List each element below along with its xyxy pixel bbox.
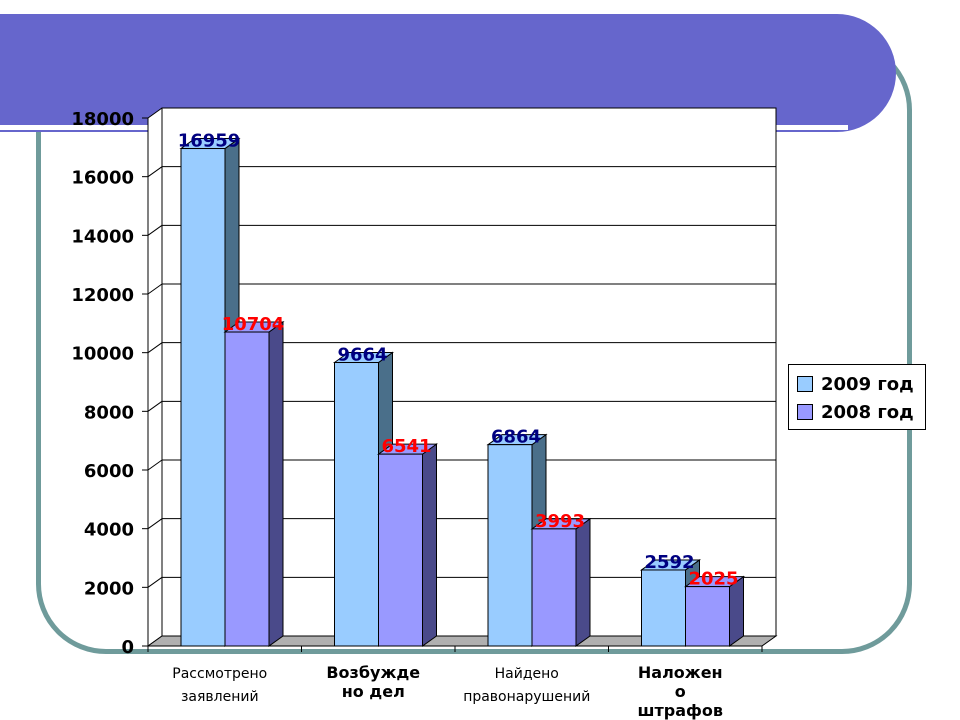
legend-label-2009: 2009 год [821, 373, 914, 395]
legend-entry-2009: 2009 год [797, 370, 925, 398]
y-tick-label: 16000 [71, 168, 134, 189]
bar-1-0 [224, 331, 270, 647]
bar-1-3 [685, 586, 730, 647]
legend-swatch-2009 [797, 376, 813, 392]
legend-swatch-2008 [797, 404, 813, 420]
bar-0-0 [180, 148, 226, 647]
x-category-label-0-0: Рассмотрено [172, 666, 267, 682]
data-label-0-3: 2592 [644, 552, 694, 573]
data-label-0-2: 6864 [491, 427, 541, 448]
y-tick-label: 18000 [71, 109, 134, 130]
gridline-diagonal [147, 107, 163, 119]
chart-legend: 2009 год 2008 год [788, 364, 926, 430]
data-label-1-0: 10704 [222, 314, 285, 335]
bar-side-1-0 [268, 321, 284, 647]
y-tick-label: 6000 [84, 461, 134, 482]
gridline-diagonal [147, 224, 163, 236]
bar-0-3 [641, 569, 686, 647]
gridline-diagonal [147, 342, 163, 354]
bar-0-2 [487, 444, 533, 647]
gridline-diagonal [147, 400, 163, 412]
gridline-diagonal [147, 283, 163, 295]
y-tick-label: 14000 [71, 226, 134, 247]
gridline-diagonal [147, 166, 163, 178]
gridline-diagonal [147, 459, 163, 471]
gridline-diagonal [147, 518, 163, 530]
bar-side-1-1 [422, 443, 437, 647]
bar-side-1-2 [575, 517, 591, 647]
y-tick-label: 4000 [84, 520, 134, 541]
legend-entry-2008: 2008 год [797, 398, 925, 426]
x-category-label-0-1: заявлений [181, 689, 259, 705]
x-category-label-2-1: правонарушений [463, 689, 590, 705]
data-label-1-3: 2025 [688, 569, 738, 590]
bar-0-1 [334, 362, 379, 647]
y-tick-label: 8000 [84, 402, 134, 423]
legend-label-2008: 2008 год [821, 401, 914, 423]
y-tick-label: 2000 [84, 578, 134, 599]
data-label-0-1: 9664 [337, 345, 387, 366]
y-tick-label: 0 [121, 637, 134, 658]
gridline-diagonal [147, 576, 163, 588]
bar-1-2 [531, 528, 577, 647]
data-label-1-1: 6541 [381, 436, 431, 457]
x-category-label-3-2: штрафов [637, 701, 723, 720]
x-category-label-1-0: Возбужде [326, 663, 420, 682]
plot-area [148, 108, 776, 646]
x-category-label-3-1: о [675, 682, 686, 701]
y-tick-label: 10000 [71, 344, 134, 365]
x-category-label-3-0: Наложен [638, 663, 723, 682]
data-label-0-0: 16959 [178, 131, 241, 152]
bar-1-1 [378, 453, 423, 647]
x-category-label-1-1: но дел [342, 682, 405, 701]
data-label-1-2: 3993 [535, 511, 585, 532]
x-category-label-2-0: Найдено [495, 666, 559, 682]
y-tick-label: 12000 [71, 285, 134, 306]
